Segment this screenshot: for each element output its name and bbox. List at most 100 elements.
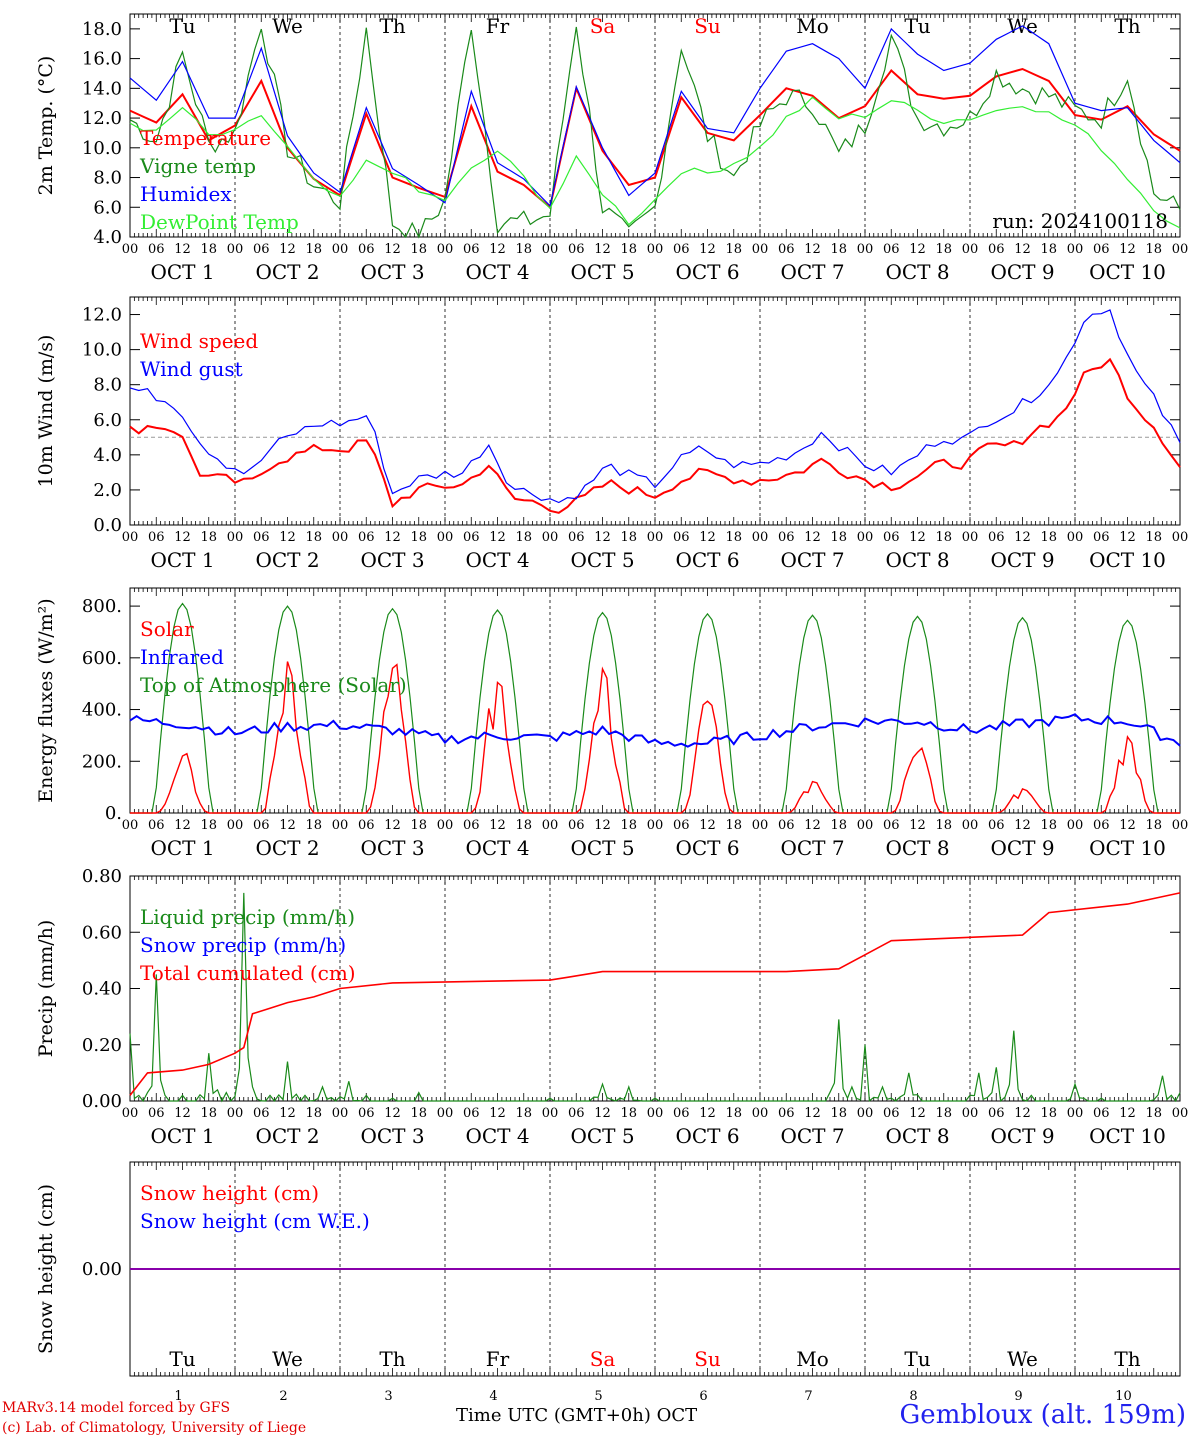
legend-entry: Snow precip (mm/h) bbox=[140, 933, 346, 957]
hour-label: 06 bbox=[673, 818, 690, 833]
time-axis-month: OCT bbox=[656, 1405, 698, 1426]
hour-label: 12 bbox=[909, 242, 926, 257]
weekday-label-bottom: We bbox=[272, 1347, 303, 1371]
day-number: 6 bbox=[699, 1389, 707, 1404]
day-number: 4 bbox=[489, 1389, 497, 1404]
hour-label: 06 bbox=[148, 1106, 165, 1121]
hour-label: 12 bbox=[489, 242, 506, 257]
date-label: OCT 2 bbox=[255, 836, 319, 860]
date-label: OCT 8 bbox=[885, 260, 949, 284]
hour-label: 06 bbox=[988, 1106, 1005, 1121]
hour-label: 12 bbox=[279, 1106, 296, 1121]
date-label: OCT 7 bbox=[780, 548, 844, 572]
hour-label: 06 bbox=[358, 242, 375, 257]
date-label: OCT 5 bbox=[570, 836, 634, 860]
day-number: 3 bbox=[384, 1389, 392, 1404]
weekday-label-top: Mo bbox=[796, 14, 829, 38]
hour-label: 18 bbox=[305, 530, 322, 545]
time-axis-title: Time UTC (GMT+0h) bbox=[456, 1405, 651, 1426]
hour-label: 00 bbox=[857, 242, 874, 257]
hour-label: 00 bbox=[1067, 1106, 1084, 1121]
hour-label: 12 bbox=[1014, 242, 1031, 257]
y-tick-label: 4.0 bbox=[93, 445, 122, 466]
hour-label: 06 bbox=[988, 530, 1005, 545]
hour-label: 06 bbox=[358, 530, 375, 545]
y-tick-label: 2.0 bbox=[93, 480, 122, 501]
model-credit: MARv3.14 model forced by GFS bbox=[2, 1400, 231, 1416]
day-number: 5 bbox=[594, 1389, 602, 1404]
date-label: OCT 3 bbox=[360, 548, 424, 572]
weekday-label-top: Fr bbox=[486, 14, 510, 38]
hour-label: 06 bbox=[253, 818, 270, 833]
day-number: 2 bbox=[279, 1389, 287, 1404]
hour-label: 12 bbox=[384, 530, 401, 545]
hour-label: 12 bbox=[699, 530, 716, 545]
hour-label: 18 bbox=[1145, 242, 1162, 257]
hour-label: 12 bbox=[594, 530, 611, 545]
hour-label: 06 bbox=[778, 1106, 795, 1121]
date-label: OCT 6 bbox=[675, 1124, 739, 1148]
hour-label: 18 bbox=[620, 818, 637, 833]
weekday-label-top: Sa bbox=[590, 14, 616, 38]
hour-label: 12 bbox=[699, 242, 716, 257]
hour-label: 18 bbox=[830, 530, 847, 545]
hour-label: 06 bbox=[463, 818, 480, 833]
hour-label: 06 bbox=[1093, 530, 1110, 545]
date-label: OCT 2 bbox=[255, 548, 319, 572]
hour-label: 18 bbox=[830, 242, 847, 257]
hour-label: 12 bbox=[489, 818, 506, 833]
hour-label: 00 bbox=[1172, 818, 1189, 833]
legend-entry: Snow height (cm W.E.) bbox=[140, 1209, 370, 1233]
hour-label: 18 bbox=[305, 818, 322, 833]
y-tick-label: 10.0 bbox=[82, 138, 122, 159]
legend-entry: Vigne temp bbox=[139, 154, 256, 178]
hour-label: 00 bbox=[542, 1106, 559, 1121]
date-label: OCT 4 bbox=[465, 836, 529, 860]
hour-label: 18 bbox=[200, 530, 217, 545]
day-number: 9 bbox=[1014, 1389, 1022, 1404]
weekday-label-top: Th bbox=[1114, 14, 1140, 38]
hour-label: 06 bbox=[1093, 1106, 1110, 1121]
hour-label: 12 bbox=[174, 1106, 191, 1121]
hour-label: 06 bbox=[568, 242, 585, 257]
hour-label: 18 bbox=[1040, 1106, 1057, 1121]
hour-label: 12 bbox=[594, 242, 611, 257]
hour-label: 06 bbox=[253, 1106, 270, 1121]
run-label: run: 2024100118 bbox=[992, 209, 1168, 233]
hour-label: 18 bbox=[830, 1106, 847, 1121]
hour-label: 18 bbox=[515, 530, 532, 545]
hour-label: 00 bbox=[962, 242, 979, 257]
hour-label: 12 bbox=[804, 1106, 821, 1121]
day-number: 1 bbox=[174, 1389, 182, 1404]
hour-label: 06 bbox=[778, 818, 795, 833]
hour-label: 06 bbox=[253, 242, 270, 257]
date-label: OCT 8 bbox=[885, 1124, 949, 1148]
date-label: OCT 9 bbox=[990, 1124, 1054, 1148]
y-tick-label: 4.0 bbox=[93, 227, 122, 248]
hour-label: 18 bbox=[935, 1106, 952, 1121]
weekday-label-bottom: Tu bbox=[904, 1347, 930, 1371]
series-line-temperature bbox=[129, 67, 1181, 210]
y-tick-label: 0.80 bbox=[82, 866, 122, 887]
y-tick-label: 8.0 bbox=[93, 168, 122, 189]
legend-entry: Top of Atmosphere (Solar) bbox=[140, 673, 407, 697]
hour-label: 00 bbox=[647, 242, 664, 257]
hour-label: 12 bbox=[489, 1106, 506, 1121]
hour-label: 06 bbox=[1093, 242, 1110, 257]
date-label: OCT 7 bbox=[780, 260, 844, 284]
hour-label: 12 bbox=[174, 818, 191, 833]
legend-entry: Liquid precip (mm/h) bbox=[140, 905, 355, 929]
hour-label: 00 bbox=[122, 1106, 139, 1121]
hour-label: 18 bbox=[620, 242, 637, 257]
hour-label: 18 bbox=[1145, 1106, 1162, 1121]
day-number: 10 bbox=[1115, 1389, 1132, 1404]
y-axis-label: 10m Wind (m/s) bbox=[35, 335, 57, 488]
hour-label: 06 bbox=[148, 242, 165, 257]
hour-label: 12 bbox=[1014, 1106, 1031, 1121]
date-label: OCT 10 bbox=[1089, 260, 1166, 284]
hour-label: 18 bbox=[200, 1106, 217, 1121]
legend-entry: Wind speed bbox=[140, 329, 258, 353]
date-label: OCT 10 bbox=[1089, 1124, 1166, 1148]
hour-label: 18 bbox=[725, 818, 742, 833]
